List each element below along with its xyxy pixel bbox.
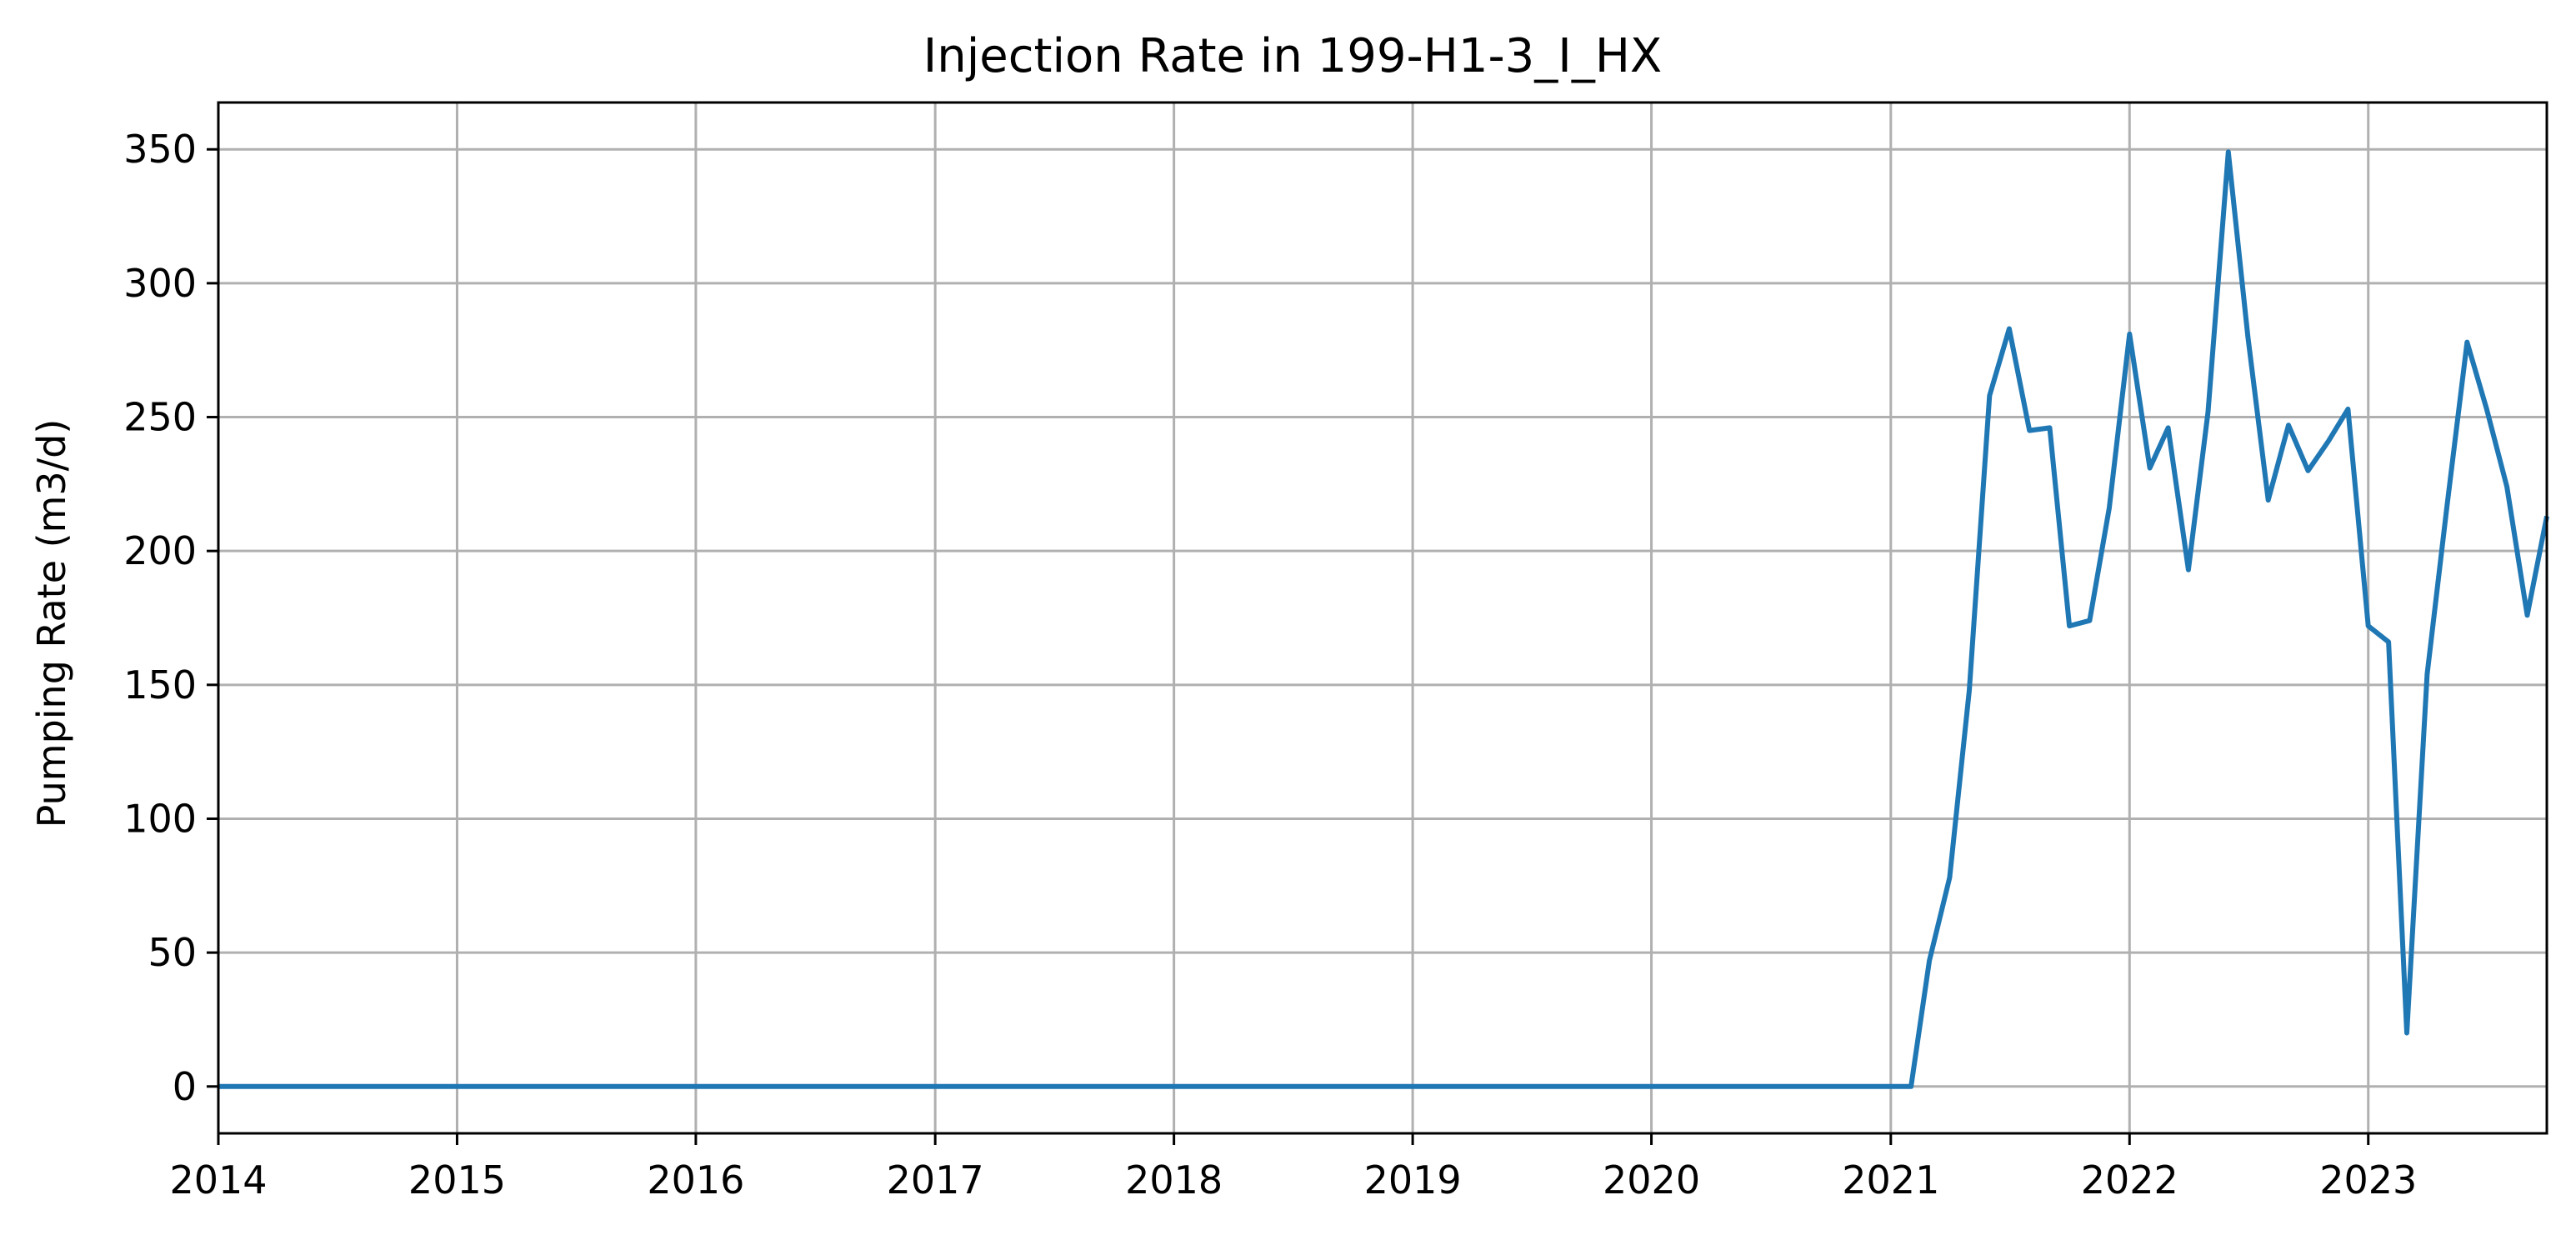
x-tick-label: 2015 (408, 1158, 506, 1202)
x-tick-label: 2021 (1842, 1158, 1939, 1202)
x-axis: 2014 2015 2016 2017 2018 2019 2020 2021 2022 2023 (169, 1133, 2417, 1202)
y-tick-label: 150 (123, 662, 197, 708)
y-tick-label: 250 (123, 395, 197, 440)
y-tick-label: 100 (123, 796, 197, 841)
y-tick-label: 350 (123, 127, 197, 172)
y-tick-label: 50 (148, 930, 197, 975)
y-tick-label: 200 (123, 528, 197, 573)
x-tick-label: 2022 (2081, 1158, 2178, 1202)
y-axis-label: Pumping Rate (m3/d) (29, 419, 74, 828)
series-group (218, 149, 2549, 1089)
y-tick-label: 300 (123, 261, 197, 306)
y-tick-label: 0 (173, 1064, 197, 1109)
chart-title: Injection Rate in 199-H1-3_I_HX (923, 29, 1663, 83)
x-tick-label: 2020 (1603, 1158, 1700, 1202)
grid-lines (217, 102, 2547, 1133)
series-line-0 (218, 149, 2549, 1089)
x-tick-label: 2018 (1125, 1158, 1223, 1202)
y-axis: 0 50 100 150 200 250 300 350 (123, 127, 218, 1109)
x-tick-label: 2023 (2319, 1158, 2417, 1202)
x-tick-label: 2014 (169, 1158, 267, 1202)
x-tick-label: 2019 (1364, 1158, 1462, 1202)
x-tick-label: 2017 (887, 1158, 984, 1202)
plot-frame (217, 101, 2548, 1135)
x-tick-label: 2016 (647, 1158, 744, 1202)
